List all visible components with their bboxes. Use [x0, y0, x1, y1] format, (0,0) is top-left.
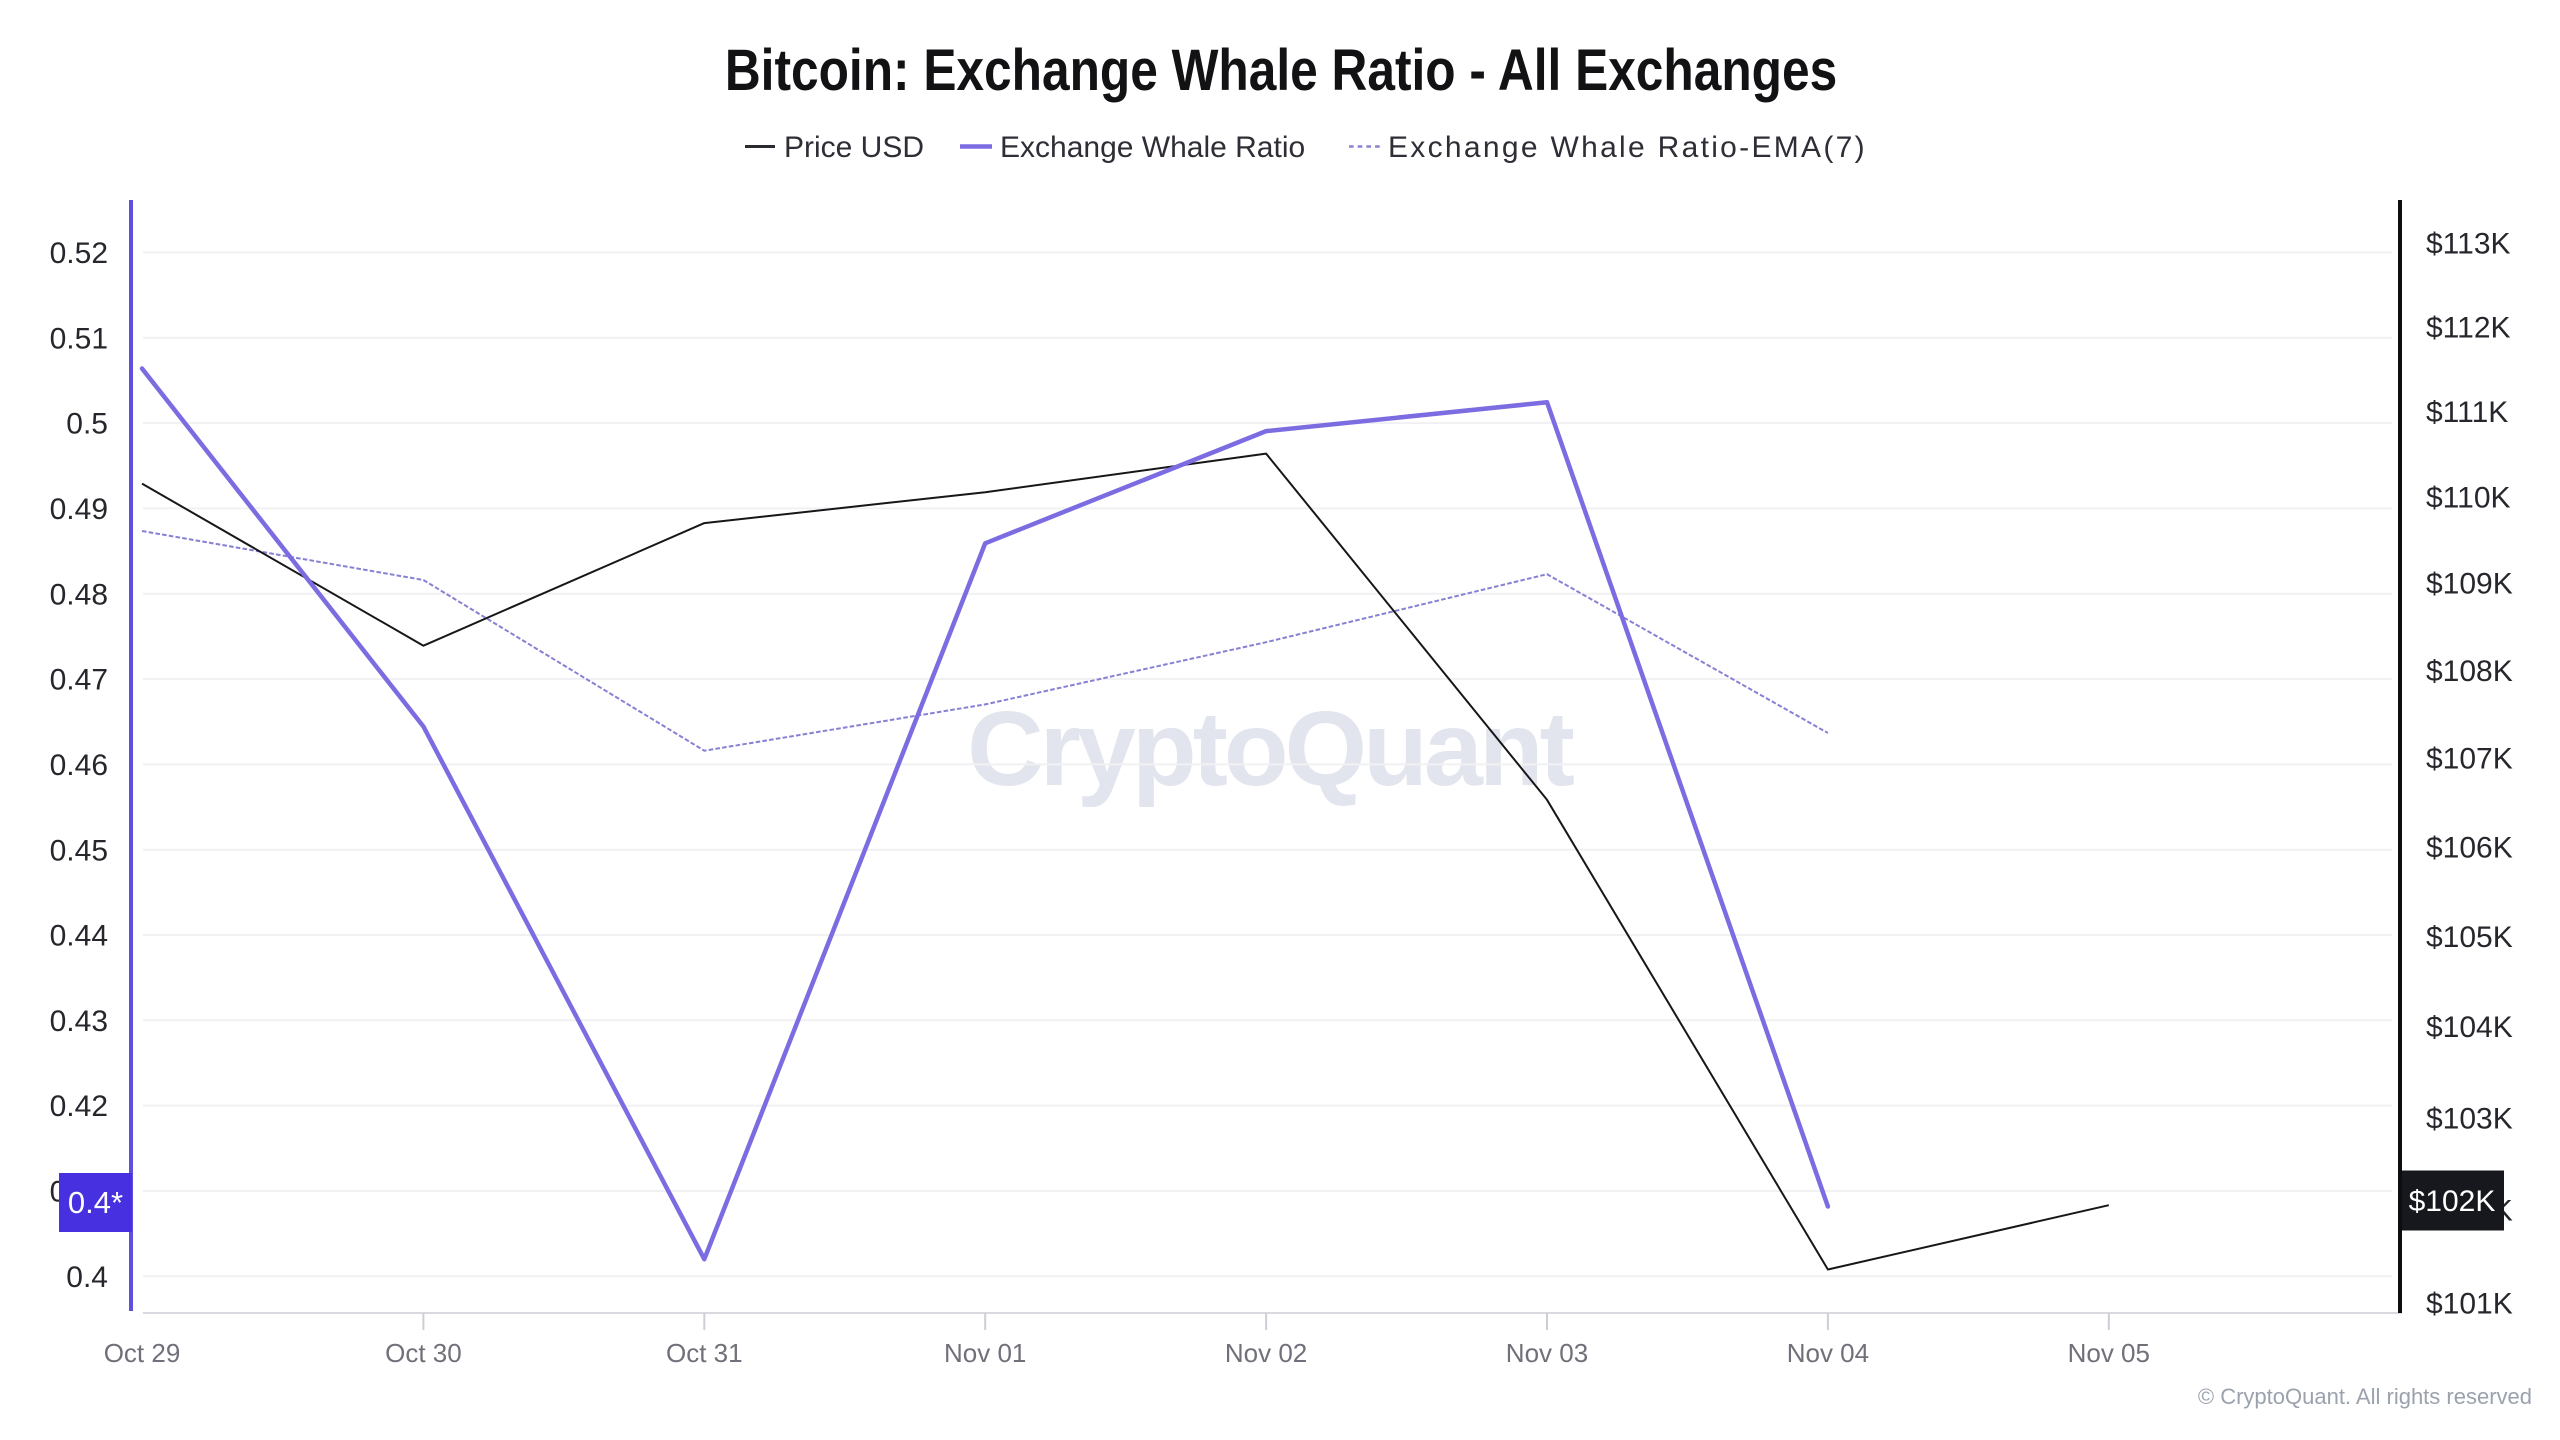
- svg-text:Price USD: Price USD: [784, 131, 924, 164]
- svg-text:Oct 30: Oct 30: [385, 1338, 462, 1368]
- svg-text:$106K: $106K: [2426, 831, 2513, 864]
- svg-text:$110K: $110K: [2426, 482, 2511, 515]
- svg-text:Oct 31: Oct 31: [666, 1338, 743, 1368]
- svg-text:Nov 01: Nov 01: [944, 1338, 1026, 1368]
- svg-text:Exchange Whale Ratio: Exchange Whale Ratio: [1000, 131, 1305, 164]
- svg-text:0.44: 0.44: [50, 920, 108, 953]
- svg-text:0.46: 0.46: [50, 749, 108, 782]
- svg-text:$104K: $104K: [2426, 1011, 2513, 1044]
- svg-text:0.43: 0.43: [50, 1005, 108, 1038]
- svg-text:Nov 03: Nov 03: [1506, 1338, 1588, 1368]
- svg-text:0.51: 0.51: [50, 322, 108, 355]
- svg-text:Nov 02: Nov 02: [1225, 1338, 1307, 1368]
- svg-text:Exchange Whale Ratio-EMA(7): Exchange Whale Ratio-EMA(7): [1388, 131, 1867, 164]
- svg-text:$107K: $107K: [2426, 743, 2513, 776]
- svg-text:$103K: $103K: [2426, 1102, 2513, 1135]
- svg-text:0.42: 0.42: [50, 1090, 108, 1123]
- svg-text:Oct 29: Oct 29: [104, 1338, 181, 1368]
- svg-text:$112K: $112K: [2426, 311, 2511, 344]
- svg-text:0.52: 0.52: [50, 237, 108, 270]
- svg-text:$105K: $105K: [2426, 921, 2513, 954]
- svg-text:$108K: $108K: [2426, 655, 2513, 688]
- svg-text:$101K: $101K: [2426, 1288, 2513, 1321]
- svg-text:CryptoQuant: CryptoQuant: [967, 690, 1573, 808]
- svg-text:$102K: $102K: [2409, 1185, 2496, 1218]
- svg-text:Nov 04: Nov 04: [1787, 1338, 1869, 1368]
- svg-text:0.47: 0.47: [50, 664, 108, 697]
- svg-text:0.4: 0.4: [66, 1261, 108, 1294]
- svg-text:0.49: 0.49: [50, 493, 108, 526]
- svg-text:Bitcoin: Exchange Whale Ratio: Bitcoin: Exchange Whale Ratio - All Exch…: [725, 38, 1837, 102]
- svg-text:0.5: 0.5: [66, 408, 108, 441]
- svg-text:0.48: 0.48: [50, 578, 108, 611]
- svg-text:$111K: $111K: [2426, 396, 2508, 429]
- svg-text:Nov 05: Nov 05: [2068, 1338, 2150, 1368]
- svg-text:0.45: 0.45: [50, 834, 108, 867]
- svg-text:$109K: $109K: [2426, 568, 2513, 601]
- svg-text:0.4*: 0.4*: [68, 1185, 123, 1220]
- svg-text:$113K: $113K: [2426, 227, 2511, 260]
- svg-text:© CryptoQuant. All rights rese: © CryptoQuant. All rights reserved: [2198, 1384, 2532, 1409]
